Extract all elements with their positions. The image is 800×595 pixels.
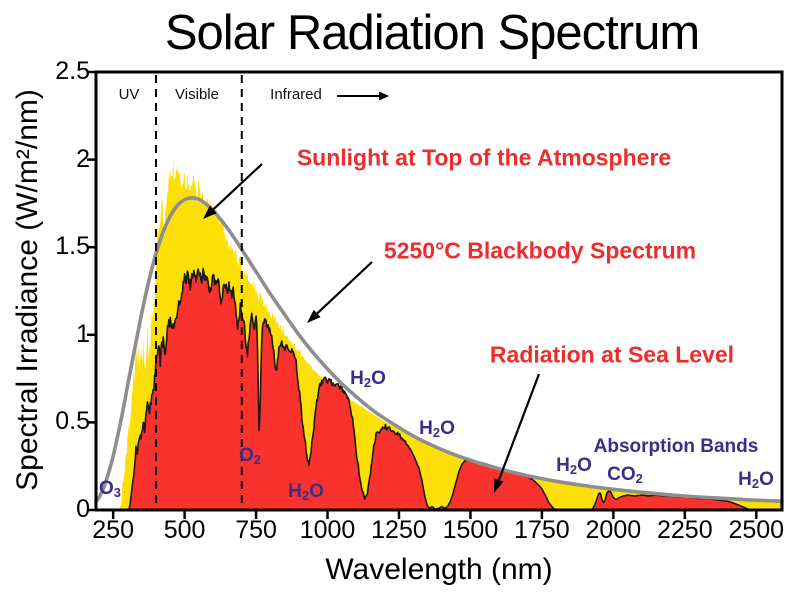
axis-frame xyxy=(94,70,784,512)
formula-text: O xyxy=(309,481,324,502)
x-tick-label-2500: 2500 xyxy=(728,516,785,544)
annotation-arrow-toa-head xyxy=(203,205,217,219)
chart-title: Solar Radiation Spectrum xyxy=(164,6,700,60)
annotation-toa: Sunlight at Top of the Atmosphere xyxy=(296,144,672,171)
infrared-direction-arrow-head xyxy=(379,91,389,101)
subscript: 2 xyxy=(301,488,310,504)
x-tick-label-1250: 1250 xyxy=(371,516,427,544)
band-label-h2o-1130: H2O xyxy=(350,368,386,390)
y-tick-label-2: 2 xyxy=(76,144,90,173)
formula-text: CO xyxy=(607,464,636,485)
region-label-uv: UV xyxy=(118,86,140,103)
x-tick-label-2250: 2250 xyxy=(657,516,713,544)
x-tick-label-1750: 1750 xyxy=(514,516,570,544)
x-tick-label-250: 250 xyxy=(92,516,134,544)
formula-text: O xyxy=(99,478,114,499)
band-label-absorption-bands: Absorption Bands xyxy=(593,436,759,457)
y-tick-label-1: 1 xyxy=(76,319,90,348)
annotation-arrow-blackbody-line xyxy=(316,261,373,315)
region-label-infrared: Infrared xyxy=(270,86,322,103)
annotation-arrow-sea-head xyxy=(494,478,504,493)
y-tick-label-0: 0 xyxy=(76,495,90,523)
band-label-h2o-930: H2O xyxy=(288,481,324,503)
x-tick-label-1000: 1000 xyxy=(299,516,356,544)
band-label-co2: CO2 xyxy=(607,464,643,486)
formula-text: H xyxy=(288,481,302,502)
formula-text: H xyxy=(738,469,752,490)
annotation-arrow-sea-line xyxy=(497,373,541,481)
blackbody-curve xyxy=(94,195,784,503)
x-tick-label-1500: 1500 xyxy=(442,516,499,544)
x-tick-label-750: 750 xyxy=(235,516,277,544)
subscript: 2 xyxy=(253,452,261,468)
region-label-visible: Visible xyxy=(175,86,219,103)
formula-text: O xyxy=(371,368,386,389)
formula-text: O xyxy=(577,455,592,476)
annotation-arrow-toa-line xyxy=(212,163,263,211)
subscript: 2 xyxy=(432,425,441,441)
x-axis-label: Wavelength (nm) xyxy=(325,553,553,586)
band-label-o3: O3 xyxy=(99,478,121,500)
y-tick-label-2.5: 2.5 xyxy=(55,57,90,85)
formula-text: H xyxy=(350,368,364,389)
x-tick-label-2000: 2000 xyxy=(585,516,642,544)
sea-area-path xyxy=(126,267,751,511)
subscript: 2 xyxy=(635,471,643,487)
subscript: 2 xyxy=(569,462,578,478)
annotation-arrow-blackbody-head xyxy=(307,309,321,323)
band-label-h2o-1850: H2O xyxy=(556,455,592,477)
formula-text: H xyxy=(419,418,433,439)
formula-text: O xyxy=(440,418,455,439)
formula-text: H xyxy=(556,455,570,476)
band-label-o2: O2 xyxy=(239,445,261,467)
subscript: 2 xyxy=(363,375,372,391)
y-tick-label-1.5: 1.5 xyxy=(55,232,90,261)
y-axis-label: Spectral Irradiance (W/m²/nm) xyxy=(11,30,45,550)
formula-text: O xyxy=(759,469,774,490)
band-label-h2o-1380: H2O xyxy=(419,418,455,440)
annotation-sea: Radiation at Sea Level xyxy=(489,341,735,368)
band-label-h2o-2500: H2O xyxy=(738,469,774,491)
y-tick-label-0.5: 0.5 xyxy=(55,407,90,436)
subscript: 3 xyxy=(113,485,121,501)
annotation-blackbody: 5250°C Blackbody Spectrum xyxy=(383,237,697,264)
formula-text: O xyxy=(239,445,254,466)
subscript: 2 xyxy=(751,476,760,492)
x-tick-label-500: 500 xyxy=(163,516,206,544)
